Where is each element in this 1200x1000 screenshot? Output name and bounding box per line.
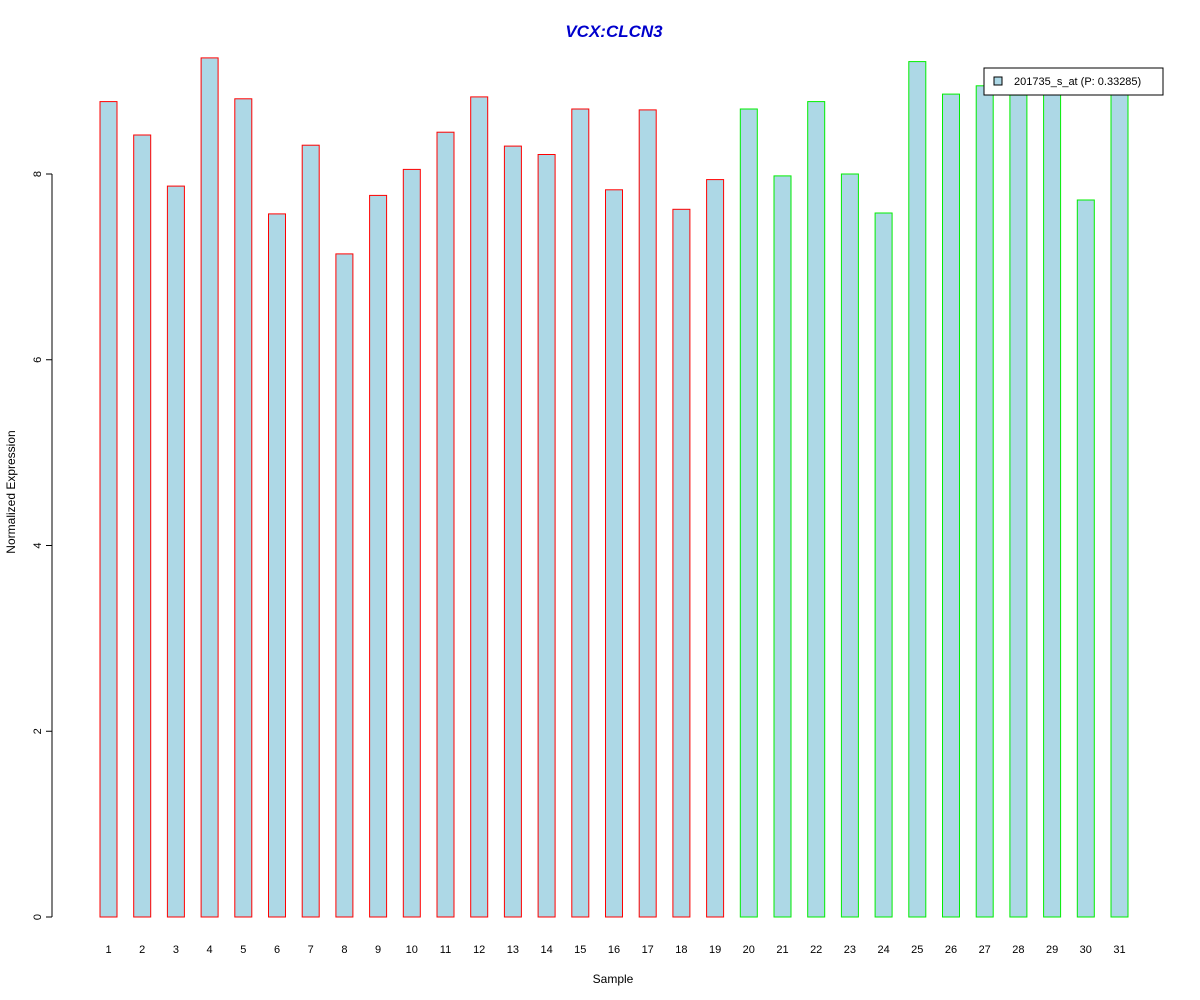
y-tick-label: 6 — [32, 357, 44, 363]
bar-sample-28 — [1009, 94, 1028, 918]
x-tick-label: 3 — [173, 944, 179, 956]
x-tick-label: 2 — [139, 944, 145, 956]
bar-sample-22 — [807, 101, 826, 918]
bars-group — [99, 57, 1129, 918]
x-tick-label: 28 — [1012, 944, 1024, 956]
bar-sample-15 — [571, 108, 590, 918]
x-tick-label: 19 — [709, 944, 721, 956]
bar-sample-3 — [166, 185, 185, 918]
x-tick-label: 1 — [105, 944, 111, 956]
x-tick-label: 8 — [341, 944, 347, 956]
x-tick-label: 5 — [240, 944, 246, 956]
bar-sample-17 — [638, 109, 657, 918]
x-tick-label: 6 — [274, 944, 280, 956]
x-tick-label: 22 — [810, 944, 822, 956]
bar-sample-6 — [268, 213, 286, 918]
y-axis: 0 2 4 6 8 — [32, 171, 53, 920]
bar-sample-1 — [99, 101, 118, 918]
bar-sample-27 — [975, 85, 994, 918]
x-tick-label: 13 — [507, 944, 519, 956]
legend-box — [983, 67, 1164, 96]
x-tick-label: 9 — [375, 944, 381, 956]
x-tick-label: 18 — [675, 944, 687, 956]
y-tick-label: 4 — [32, 542, 44, 548]
bar-sample-29 — [1043, 91, 1062, 918]
x-tick-label: 31 — [1113, 944, 1125, 956]
bar-sample-24 — [874, 212, 893, 918]
bar-sample-21 — [773, 175, 792, 918]
x-tick-label: 30 — [1080, 944, 1092, 956]
x-tick-label: 14 — [540, 944, 552, 956]
x-tick-label: 23 — [844, 944, 856, 956]
bar-sample-13 — [503, 145, 522, 918]
bar-sample-11 — [436, 131, 455, 918]
bar-sample-5 — [234, 98, 253, 918]
x-tick-label: 21 — [776, 944, 788, 956]
bar-sample-14 — [537, 154, 556, 918]
x-tick-label: 25 — [911, 944, 923, 956]
x-tick-label: 12 — [473, 944, 485, 956]
bar-sample-9 — [369, 194, 388, 918]
legend: 201735_s_at (P: 0.33285) — [983, 67, 1164, 96]
x-tick-label: 16 — [608, 944, 620, 956]
y-axis-title: Normalized Expression — [4, 430, 18, 553]
bar-sample-4 — [200, 57, 219, 918]
bar-sample-23 — [840, 173, 859, 918]
x-tick-label: 17 — [642, 944, 654, 956]
bar-sample-31 — [1110, 91, 1129, 918]
x-tick-label: 10 — [406, 944, 418, 956]
bar-sample-7 — [301, 144, 320, 918]
x-tick-label: 27 — [979, 944, 991, 956]
bar-sample-10 — [402, 168, 421, 918]
y-tick-label: 2 — [32, 728, 44, 734]
x-tick-label: 24 — [877, 944, 889, 956]
bar-sample-26 — [942, 93, 960, 918]
bar-sample-20 — [739, 108, 758, 918]
legend-swatch — [993, 76, 1003, 86]
bar-sample-30 — [1076, 199, 1095, 918]
bar-sample-2 — [133, 134, 152, 918]
bar-sample-16 — [605, 189, 623, 918]
chart-title: VCX:CLCN3 — [565, 22, 663, 41]
legend-label: 201735_s_at (P: 0.33285) — [1014, 76, 1141, 88]
x-tick-label: 4 — [207, 944, 213, 956]
x-axis-title: Sample — [593, 972, 634, 986]
x-tick-label: 15 — [574, 944, 586, 956]
y-tick-label: 8 — [32, 171, 44, 177]
x-tick-label: 20 — [743, 944, 755, 956]
x-tick-label: 29 — [1046, 944, 1058, 956]
bar-sample-12 — [470, 96, 489, 918]
x-tick-label: 7 — [308, 944, 314, 956]
bar-sample-25 — [908, 61, 927, 918]
bar-sample-19 — [706, 179, 725, 918]
y-tick-label: 0 — [32, 914, 44, 920]
x-tick-labels: 1 2 3 4 5 6 7 8 9 10 11 12 13 14 15 16 17 18 19 20 21 22 23 24 2… — [105, 944, 1125, 956]
x-tick-label: 26 — [945, 944, 957, 956]
bar-sample-8 — [335, 253, 354, 918]
x-tick-label: 11 — [440, 944, 451, 956]
bar-sample-18 — [672, 208, 691, 918]
